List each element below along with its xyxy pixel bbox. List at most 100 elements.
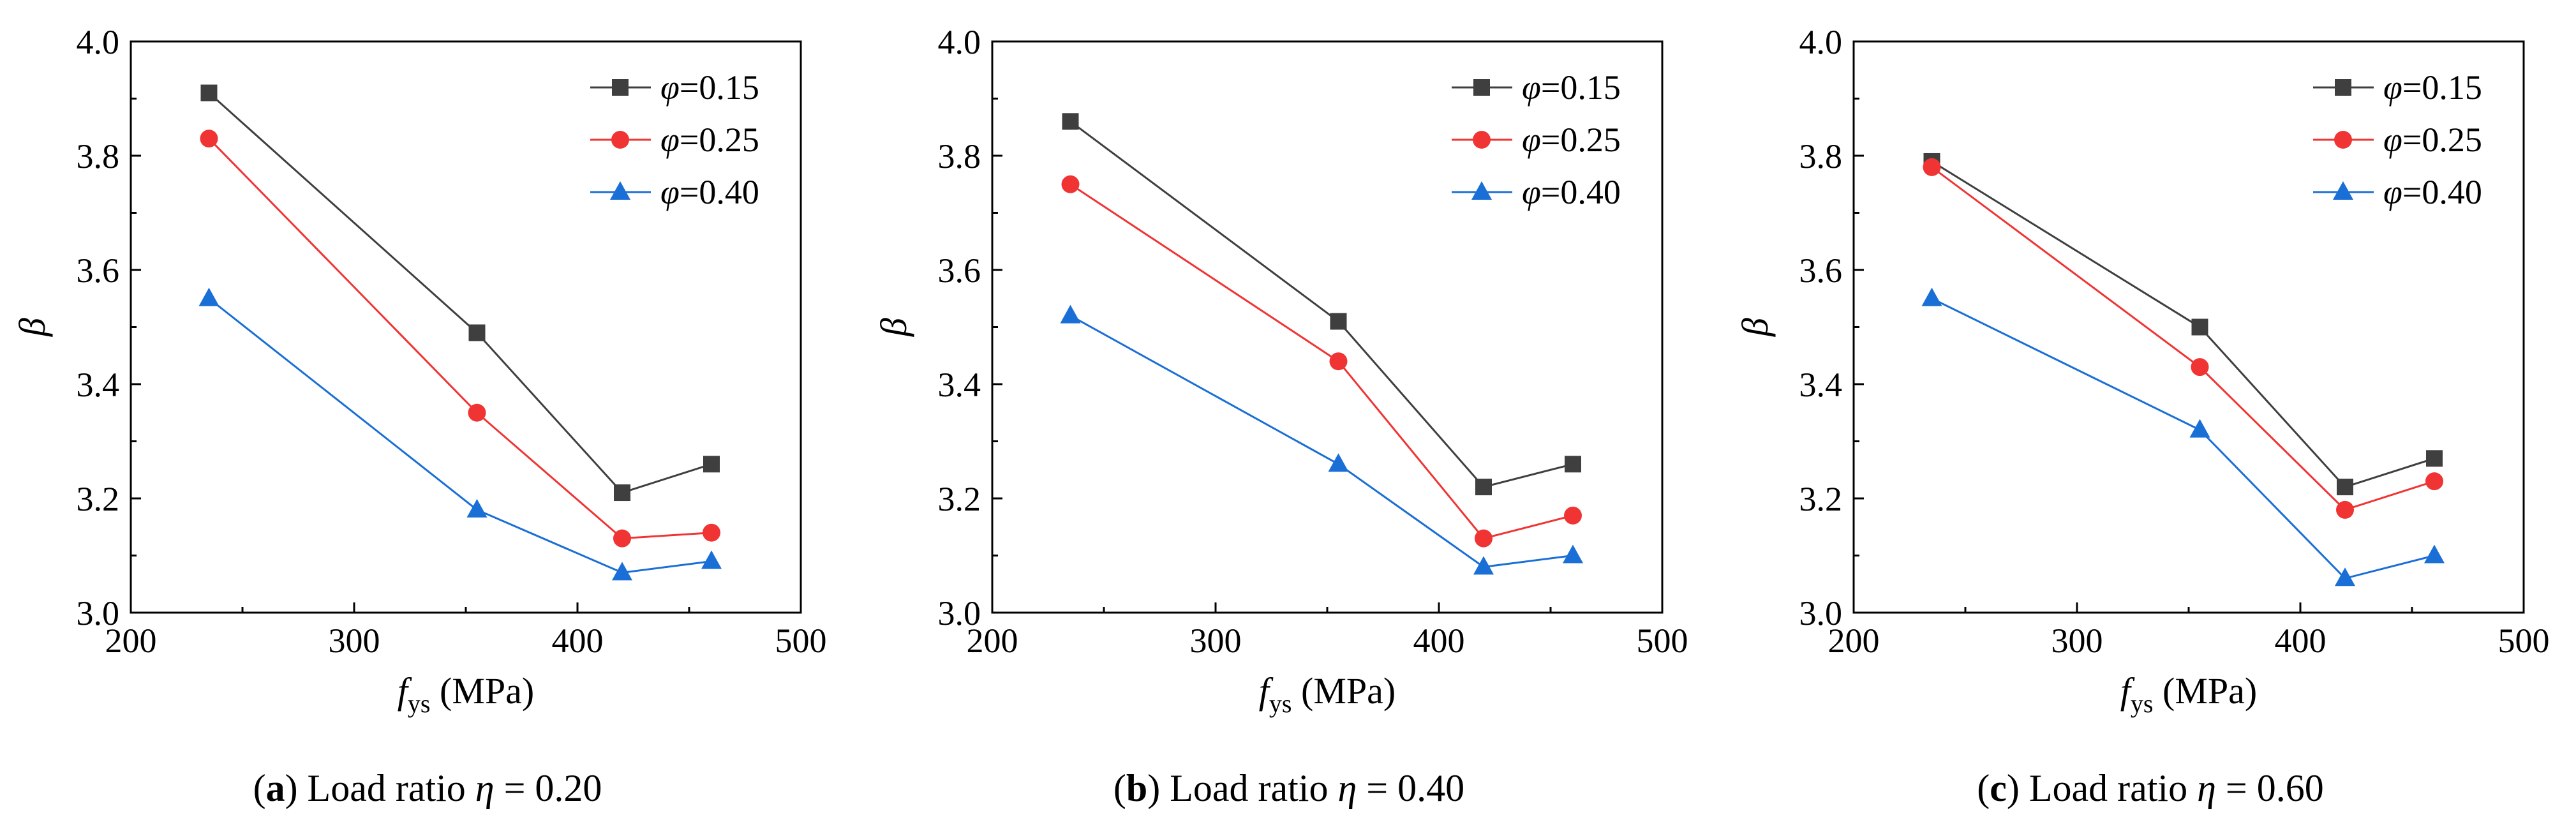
data-point bbox=[1329, 352, 1348, 371]
x-tick-label: 500 bbox=[1637, 622, 1688, 660]
legend-value: =0.40 bbox=[2402, 173, 2482, 211]
data-point bbox=[2191, 358, 2209, 377]
data-point bbox=[1473, 556, 1494, 575]
legend-value: =0.25 bbox=[1541, 121, 1621, 159]
y-tick-label: 4.0 bbox=[1799, 23, 1843, 61]
x-label-subscript: ys bbox=[2131, 689, 2154, 718]
data-point bbox=[468, 403, 486, 422]
caption-paren: ( bbox=[1113, 767, 1126, 809]
series-line bbox=[1069, 315, 1574, 568]
series-line bbox=[1069, 183, 1574, 540]
data-point bbox=[198, 287, 220, 306]
legend-value: =0.40 bbox=[1541, 173, 1621, 211]
legend-symbol: φ bbox=[2383, 121, 2402, 159]
legend-marker bbox=[2335, 79, 2351, 96]
data-point bbox=[614, 484, 630, 502]
y-tick-label: 3.6 bbox=[938, 251, 981, 290]
y-tick-label: 3.4 bbox=[77, 366, 120, 404]
series-line bbox=[1931, 297, 2435, 579]
data-point bbox=[2424, 544, 2445, 564]
x-axis-label: fys (MPa) bbox=[1259, 670, 1396, 718]
caption-value: = 0.20 bbox=[495, 767, 602, 809]
x-tick-label: 500 bbox=[2498, 622, 2550, 660]
data-point bbox=[1062, 113, 1079, 130]
data-point bbox=[200, 130, 218, 148]
legend-symbol: φ bbox=[1522, 68, 1541, 107]
data-point bbox=[1565, 456, 1581, 473]
legend-marker bbox=[2333, 181, 2353, 200]
legend-symbol: φ bbox=[1522, 121, 1541, 159]
legend-label: φ=0.25 bbox=[2383, 121, 2482, 159]
caption-paren: ( bbox=[1977, 767, 1990, 809]
y-tick-label: 3.2 bbox=[938, 480, 981, 518]
legend-marker bbox=[610, 181, 630, 200]
caption-letter: b bbox=[1126, 767, 1147, 809]
series-line bbox=[208, 297, 712, 574]
y-axis-label: β bbox=[11, 318, 53, 337]
data-point bbox=[613, 529, 631, 548]
x-tick-label: 300 bbox=[1190, 622, 1242, 660]
data-point bbox=[2426, 450, 2443, 467]
legend-label: φ=0.15 bbox=[1522, 68, 1621, 107]
legend-symbol: φ bbox=[2383, 173, 2402, 211]
chart-panel-a: 200 300 400 500 3.0 3.2 3.4 3.6 3.8 4.0 β fys (MPa)… bbox=[11, 23, 827, 809]
legend-label: φ=0.15 bbox=[660, 68, 759, 107]
y-tick-label: 3.4 bbox=[1799, 366, 1843, 404]
caption-letter: c bbox=[1990, 767, 2007, 809]
data-point bbox=[468, 324, 486, 341]
legend-label: φ=0.25 bbox=[1522, 121, 1621, 159]
y-tick-label: 3.0 bbox=[1799, 594, 1843, 632]
caption-letter: a bbox=[266, 767, 285, 809]
series-line bbox=[208, 138, 712, 540]
data-point bbox=[2425, 472, 2443, 491]
caption-symbol: η bbox=[475, 767, 495, 809]
legend-marker bbox=[611, 131, 629, 149]
legend-label: φ=0.40 bbox=[1522, 173, 1621, 211]
x-label-unit: (MPa) bbox=[2154, 670, 2258, 712]
caption-text: ) Load ratio bbox=[2007, 767, 2197, 809]
x-label-subscript: ys bbox=[1269, 689, 1292, 718]
data-point bbox=[2191, 318, 2208, 336]
y-tick-label: 4.0 bbox=[938, 23, 981, 61]
legend-marker bbox=[1473, 131, 1491, 149]
caption-value: = 0.60 bbox=[2216, 767, 2324, 809]
x-label-unit: (MPa) bbox=[1292, 670, 1396, 712]
panel-caption: (a) Load ratio η = 0.20 bbox=[253, 767, 602, 809]
x-tick-label: 500 bbox=[775, 622, 827, 660]
data-point bbox=[1330, 313, 1347, 330]
legend-marker bbox=[1471, 181, 1492, 200]
y-tick-label: 3.8 bbox=[1799, 137, 1843, 175]
x-tick-label: 400 bbox=[2275, 622, 2327, 660]
data-point bbox=[1564, 506, 1582, 525]
caption-value: = 0.40 bbox=[1357, 767, 1464, 809]
legend-marker bbox=[612, 79, 629, 96]
series-line bbox=[1069, 121, 1574, 488]
x-tick-label: 300 bbox=[329, 622, 380, 660]
x-tick-label: 300 bbox=[2051, 622, 2103, 660]
data-point bbox=[701, 550, 722, 569]
legend-symbol: φ bbox=[2383, 68, 2402, 107]
panel-caption: (b) Load ratio η = 0.40 bbox=[1113, 767, 1464, 809]
legend-value: =0.15 bbox=[1541, 68, 1621, 107]
legend-label: φ=0.40 bbox=[2383, 173, 2482, 211]
x-tick-label: 200 bbox=[967, 622, 1018, 660]
legend-value: =0.25 bbox=[2402, 121, 2482, 159]
x-tick-label: 200 bbox=[1828, 622, 1880, 660]
x-tick-label: 400 bbox=[552, 622, 604, 660]
chart-panel-b: 200 300 400 500 3.0 3.2 3.4 3.6 3.8 4.0 β fys (MPa)… bbox=[873, 23, 1688, 809]
x-label-subscript: ys bbox=[408, 689, 431, 718]
y-axis-label: β bbox=[1734, 318, 1776, 337]
y-tick-label: 3.0 bbox=[938, 594, 981, 632]
legend-marker bbox=[2334, 131, 2352, 149]
data-point bbox=[466, 498, 488, 518]
series-line bbox=[208, 92, 712, 494]
legend-value: =0.15 bbox=[680, 68, 759, 107]
caption-text: ) Load ratio bbox=[285, 767, 475, 809]
x-label-unit: (MPa) bbox=[431, 670, 535, 712]
legend-value: =0.15 bbox=[2402, 68, 2482, 107]
data-point bbox=[1061, 175, 1080, 193]
data-point bbox=[200, 84, 218, 101]
legend-symbol: φ bbox=[660, 121, 680, 159]
